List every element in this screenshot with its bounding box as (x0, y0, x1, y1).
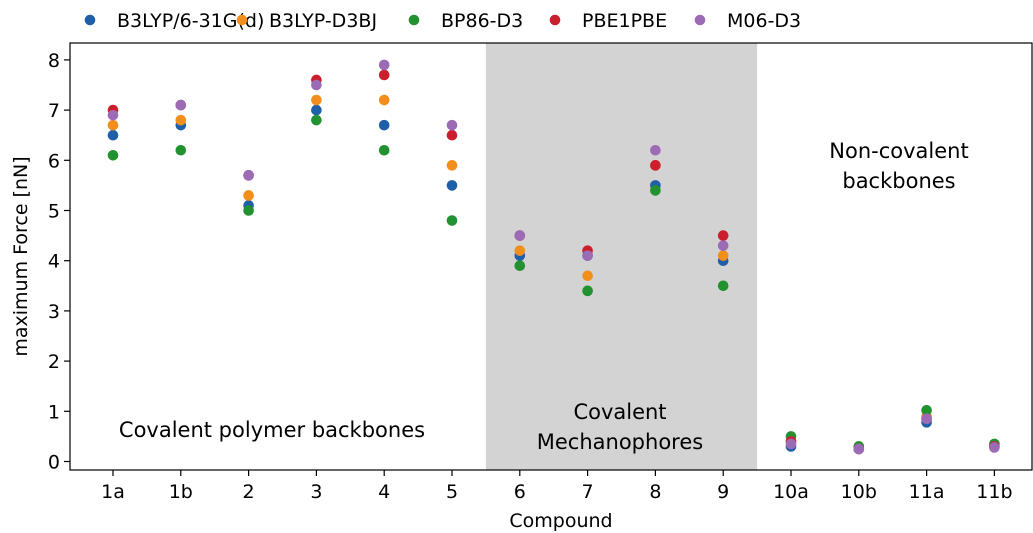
x-tick-label: 1a (101, 481, 125, 503)
y-axis-label: maximum Force [nN] (10, 156, 32, 356)
data-point (378, 69, 390, 81)
y-tick-label: 3 (48, 301, 60, 323)
legend-entry[interactable]: PBE1PBE (549, 10, 667, 32)
data-point (243, 205, 254, 216)
x-tick-label: 11b (976, 481, 1012, 503)
region-label: Non-covalent backbones (829, 139, 968, 193)
legend-marker (236, 14, 248, 26)
x-tick-label: 3 (310, 481, 322, 503)
data-point (582, 250, 593, 261)
data-point (717, 250, 729, 261)
legend-label: M06-D3 (727, 10, 801, 32)
data-point (785, 438, 797, 450)
data-point (514, 230, 526, 241)
data-point (514, 260, 526, 272)
x-tick-label: 10b (841, 481, 877, 503)
legend-marker (549, 14, 561, 26)
data-point (921, 404, 932, 416)
y-tick-label: 5 (48, 201, 60, 223)
legend-label: B3LYP-D3BJ (269, 10, 377, 32)
data-point (717, 240, 729, 251)
data-point (446, 180, 458, 191)
data-point (514, 245, 526, 256)
y-tick-label: 7 (48, 100, 60, 122)
legend-label: PBE1PBE (582, 10, 667, 32)
data-point (175, 114, 187, 126)
data-point (650, 185, 661, 196)
data-point (107, 109, 119, 121)
region-label-line: Mechanophores (537, 430, 703, 454)
y-tick-label: 4 (48, 251, 60, 273)
data-point (582, 270, 593, 282)
x-tick-label: 7 (582, 481, 594, 503)
region-label: Covalent Mechanophores (537, 400, 703, 454)
data-point (311, 94, 322, 106)
data-point (446, 129, 458, 141)
data-point (446, 215, 458, 226)
y-tick-label: 1 (48, 401, 60, 423)
data-point (243, 170, 254, 181)
region-label: Covalent polymer backbones (119, 418, 425, 442)
data-point (378, 59, 390, 71)
legend-entry[interactable]: BP86-D3 (408, 10, 524, 32)
data-point (378, 144, 390, 156)
data-point (989, 442, 1000, 453)
y-tick-label: 2 (48, 351, 60, 373)
data-point (311, 79, 322, 91)
data-point (107, 119, 119, 131)
region-labels: Covalent polymer backbones Covalent Mechan… (119, 139, 969, 454)
data-point (446, 160, 458, 171)
data-point (650, 144, 661, 156)
region-label-line: Covalent polymer backbones (119, 418, 425, 442)
data-point (446, 119, 458, 131)
x-tick-label: 6 (514, 481, 526, 503)
y-tick-label: 6 (48, 150, 60, 172)
x-tick-label: 1b (169, 481, 193, 503)
data-point (717, 280, 729, 292)
data-point (378, 119, 390, 131)
mechanophore-shaded-region (485, 43, 758, 470)
region-label-line: Covalent (573, 400, 666, 424)
data-point (175, 144, 187, 156)
data-point (107, 149, 119, 161)
plot-frame (69, 42, 1033, 471)
data-point (921, 413, 932, 425)
x-tick-label: 10a (773, 481, 809, 503)
data-point (582, 285, 593, 297)
legend-label: BP86-D3 (441, 10, 523, 32)
legend-entry[interactable]: B3LYP-D3BJ (236, 10, 377, 32)
legend-entry[interactable]: B3LYP/6-31G(d) (84, 10, 265, 32)
data-point (311, 114, 322, 126)
data-point (107, 129, 119, 141)
x-tick-label: 9 (717, 481, 729, 503)
x-tick-label: 5 (446, 481, 458, 503)
data-point (853, 443, 865, 455)
x-axis-label: Compound (509, 510, 612, 532)
x-tick-label: 8 (649, 481, 661, 503)
legend-marker (408, 14, 420, 26)
data-point (650, 160, 661, 171)
region-label-line: backbones (842, 169, 955, 193)
data-point (378, 94, 390, 106)
axis-ticks: 0 1 2 3 4 5 6 7 8 1a 1b 2 3 4 5 6 7 8 9 10a 10b 11a 11b (48, 50, 1013, 503)
legend-label: B3LYP/6-31G(d) (117, 10, 264, 32)
y-tick-label: 8 (48, 50, 60, 72)
legend-marker (84, 14, 96, 26)
data-points (107, 59, 1000, 455)
data-point (311, 104, 322, 116)
legend-entry[interactable]: M06-D3 (694, 10, 801, 32)
data-point (243, 190, 254, 201)
x-tick-label: 2 (243, 481, 255, 503)
y-tick-label: 0 (48, 452, 60, 474)
x-tick-label: 11a (909, 481, 945, 503)
x-tick-label: 4 (378, 481, 390, 503)
data-point (175, 99, 187, 111)
legend[interactable]: B3LYP/6-31G(d) B3LYP-D3BJ BP86-D3 PBE1PBE M0… (84, 10, 801, 32)
region-label-line: Non-covalent (829, 139, 968, 163)
data-point (717, 230, 729, 241)
legend-marker (694, 14, 706, 26)
